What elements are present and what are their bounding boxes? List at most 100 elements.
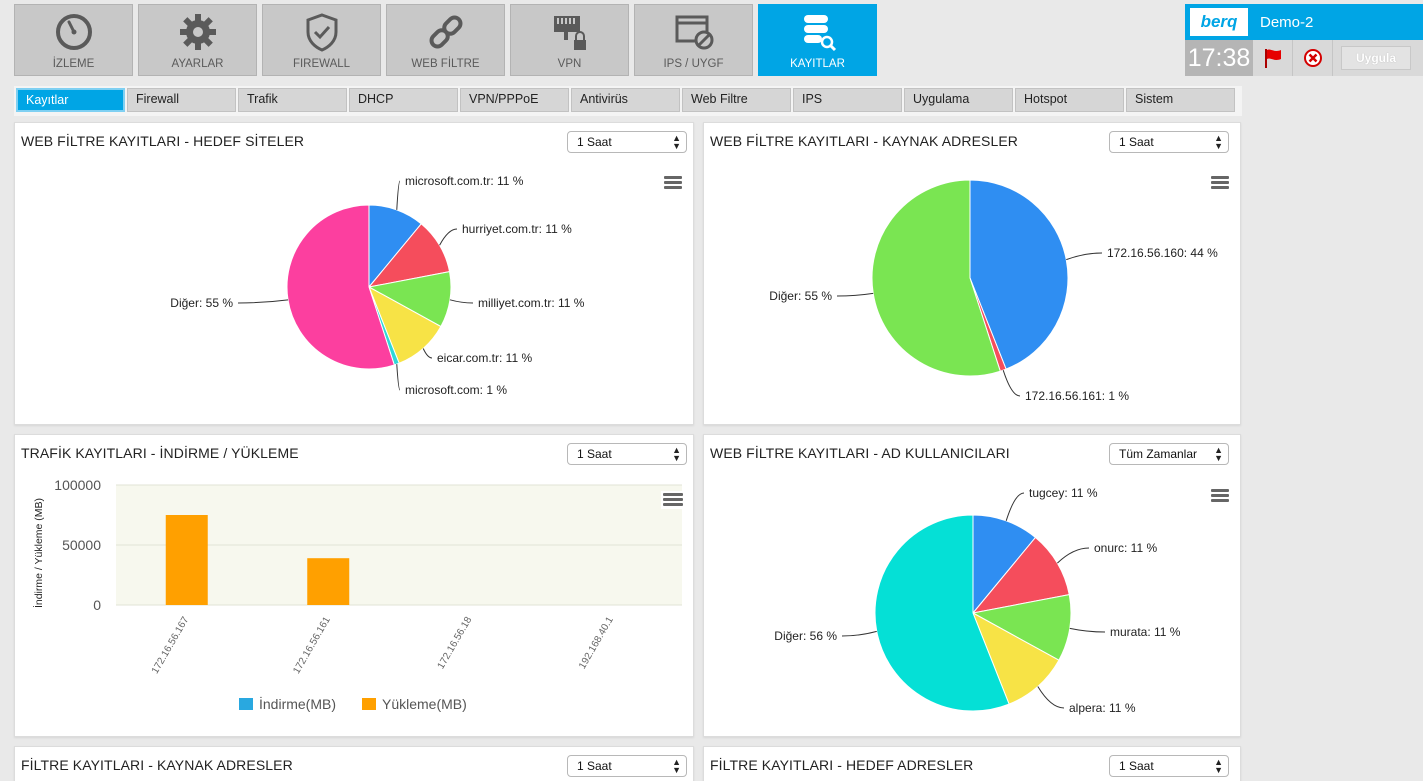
- tab-sistem[interactable]: Sistem: [1126, 88, 1235, 112]
- pie-slice[interactable]: [972, 611, 1060, 705]
- nav-label: WEB FİLTRE: [411, 58, 480, 70]
- select-value: 1 Saat: [1119, 135, 1154, 149]
- nav-izleme[interactable]: İZLEME: [14, 4, 133, 76]
- pie-connector-line: [1069, 627, 1106, 633]
- pie-connector-line: [1057, 547, 1090, 564]
- panel-traffic-download-upload: TRAFİK KAYITLARI - İNDİRME / YÜKLEME 1 S…: [14, 434, 694, 737]
- nav-ayarlar[interactable]: AYARLAR: [138, 4, 257, 76]
- legend-label[interactable]: İndirme(MB): [259, 695, 336, 712]
- time-range-select[interactable]: 1 Saat ▲ ▼: [1109, 755, 1229, 777]
- device-name: Demo-2: [1260, 13, 1314, 31]
- device-status-panel: berq Demo-2 17:38 Uygula: [1185, 4, 1423, 76]
- flag-button[interactable]: [1253, 40, 1293, 76]
- gauge-icon: [55, 14, 92, 50]
- panel-title: TRAFİK KAYITLARI - İNDİRME / YÜKLEME: [21, 445, 299, 461]
- select-arrows-icon: ▲ ▼: [672, 445, 681, 463]
- main-nav: İZLEME AYARLAR FIREWALL WEB: [14, 4, 882, 76]
- pie-connector-line: [396, 364, 401, 391]
- time-range-select[interactable]: 1 Saat ▲ ▼: [1109, 131, 1229, 153]
- apply-button[interactable]: Uygula: [1341, 46, 1411, 70]
- database-search-icon: [803, 15, 836, 52]
- chart-menu-icon[interactable]: [661, 491, 685, 509]
- legend-swatch[interactable]: [239, 698, 253, 710]
- panel-filter-target-addresses: FİLTRE KAYITLARI - HEDEF ADRESLER 1 Saat…: [703, 746, 1241, 781]
- y-tick-label: 50000: [62, 537, 101, 553]
- pie-slice[interactable]: [286, 204, 395, 370]
- nav-label: FIREWALL: [292, 58, 351, 70]
- legend-label[interactable]: Yükleme(MB): [382, 696, 467, 712]
- shield-icon: [306, 13, 337, 52]
- panel-web-filter-source-addresses: WEB FİLTRE KAYITLARI - KAYNAK ADRESLER 1…: [703, 122, 1241, 425]
- pie-data-label: milliyet.com.tr: 11 %: [478, 296, 585, 310]
- tab-firewall[interactable]: Firewall: [127, 88, 236, 112]
- pie-connector-line: [396, 180, 401, 210]
- nav-label: VPN: [557, 58, 582, 70]
- x-tick-label: 172.16.56.167: [150, 615, 192, 676]
- pie-connector-line: [1002, 370, 1021, 397]
- pie-data-label: eicar.com.tr: 11 %: [437, 351, 532, 365]
- pie-slice[interactable]: [871, 179, 1001, 377]
- select-value: 1 Saat: [577, 447, 612, 461]
- x-tick-label: 172.16.56.18: [436, 615, 475, 671]
- panel-web-filter-ad-users: WEB FİLTRE KAYITLARI - AD KULLANICILARI …: [703, 434, 1241, 737]
- pie-slice[interactable]: [972, 514, 1037, 615]
- panel-title: WEB FİLTRE KAYITLARI - AD KULLANICILARI: [710, 445, 1010, 461]
- tab-kayitlar[interactable]: Kayıtlar: [16, 88, 125, 112]
- time-range-select[interactable]: 1 Saat ▲ ▼: [567, 131, 687, 153]
- chart-menu-icon[interactable]: [1211, 176, 1229, 189]
- link-icon: [429, 15, 462, 49]
- nav-vpn[interactable]: VPN: [510, 4, 629, 76]
- tab-trafik[interactable]: Trafik: [238, 88, 347, 112]
- panel-title: FİLTRE KAYITLARI - KAYNAK ADRESLER: [21, 757, 293, 773]
- bar-chart: 100000 50000 0 İndirme / Yükleme (MB) 172.16…: [32, 477, 682, 712]
- nav-label: KAYITLAR: [790, 58, 845, 70]
- tab-vpn-pppoe[interactable]: VPN/PPPoE: [460, 88, 569, 112]
- pie-slice[interactable]: [971, 594, 1072, 661]
- time-range-select[interactable]: 1 Saat ▲ ▼: [567, 443, 687, 465]
- chart-menu-icon[interactable]: [1211, 489, 1229, 502]
- y-axis-label: İndirme / Yükleme (MB): [32, 498, 45, 608]
- select-arrows-icon: ▲ ▼: [672, 757, 681, 775]
- nav-kayitlar[interactable]: KAYITLAR: [758, 4, 877, 76]
- pie-data-label: microsoft.com.tr: 11 %: [405, 174, 524, 188]
- nav-label: İZLEME: [52, 58, 95, 70]
- pie-slice[interactable]: [971, 536, 1070, 614]
- select-arrows-icon: ▲ ▼: [1214, 133, 1223, 151]
- close-circle-icon: [1303, 49, 1322, 67]
- tab-ips[interactable]: IPS: [793, 88, 902, 112]
- tab-web-filtre[interactable]: Web Filtre: [682, 88, 791, 112]
- select-value: Tüm Zamanlar: [1119, 447, 1198, 461]
- tab-dhcp[interactable]: DHCP: [349, 88, 458, 112]
- panel-title: FİLTRE KAYITLARI - HEDEF ADRESLER: [710, 757, 974, 773]
- select-value: 1 Saat: [577, 759, 612, 773]
- nav-firewall[interactable]: FIREWALL: [262, 4, 381, 76]
- bar[interactable]: [307, 558, 350, 605]
- time-range-select[interactable]: 1 Saat ▲ ▼: [567, 755, 687, 777]
- time-range-select[interactable]: Tüm Zamanlar ▲ ▼: [1109, 443, 1229, 465]
- bar[interactable]: [165, 515, 208, 605]
- tab-hotspot[interactable]: Hotspot: [1015, 88, 1124, 112]
- panel-title: WEB FİLTRE KAYITLARI - HEDEF SİTELER: [21, 133, 305, 149]
- gear-icon: [179, 14, 216, 50]
- pie-connector-line: [1037, 686, 1065, 709]
- nav-web-filtre[interactable]: WEB FİLTRE: [386, 4, 505, 76]
- tab-uygulama[interactable]: Uygulama: [904, 88, 1013, 112]
- pie-data-label: Diğer: 55 %: [170, 296, 233, 310]
- pie-chart: 172.16.56.160: 44 % 172.16.56.161: 1 % Diğ…: [769, 179, 1218, 403]
- pie-connector-line: [449, 299, 474, 304]
- cancel-changes-button[interactable]: [1293, 40, 1333, 76]
- chart-menu-icon[interactable]: [664, 176, 682, 189]
- pie-data-label: Diğer: 56 %: [774, 629, 837, 643]
- nav-ips-uygf[interactable]: IPS / UYGF: [634, 4, 753, 76]
- pie-data-label: Diğer: 55 %: [769, 289, 832, 303]
- select-arrows-icon: ▲ ▼: [1214, 445, 1223, 463]
- pie-data-label: onurc: 11 %: [1094, 541, 1157, 555]
- panel-web-filter-target-sites: WEB FİLTRE KAYITLARI - HEDEF SİTELER 1 S…: [14, 122, 694, 425]
- legend-swatch[interactable]: [362, 698, 376, 710]
- pie-slice[interactable]: [969, 179, 1069, 370]
- pie-connector-line: [422, 348, 433, 359]
- pie-connector-line: [1066, 252, 1103, 261]
- tab-antivirus[interactable]: Antivirüs: [571, 88, 680, 112]
- pie-data-label: 172.16.56.161: 1 %: [1025, 389, 1129, 403]
- x-tick-label: 172.16.56.161: [291, 615, 333, 676]
